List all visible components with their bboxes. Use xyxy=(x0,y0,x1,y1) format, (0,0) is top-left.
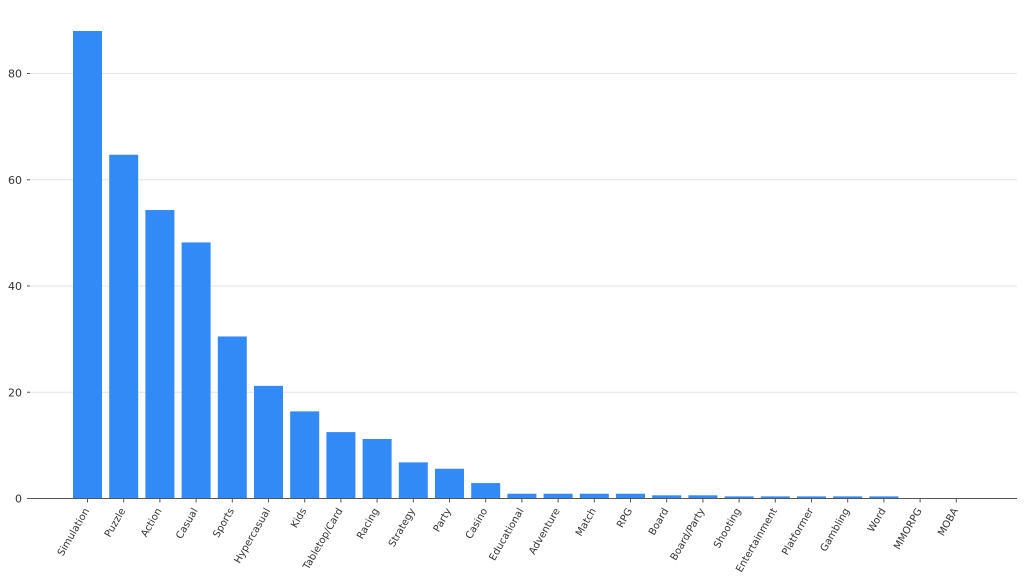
x-tick-label: Gambling xyxy=(819,507,853,554)
x-tick-label: Casual xyxy=(174,507,200,542)
x-tick-label: MOBA xyxy=(936,506,961,538)
axes xyxy=(27,73,1017,503)
x-tick-label: MMORPG xyxy=(892,507,924,552)
x-tick-labels: Simulation Puzzle Action Casual SportsHyperc… xyxy=(56,506,961,575)
bar-simulation xyxy=(73,31,102,499)
bar-educational xyxy=(507,493,537,499)
x-tick-label: Hypercasual xyxy=(233,507,273,566)
x-tick-label: Racing xyxy=(355,507,381,542)
x-tick-label: Word xyxy=(866,507,888,535)
y-tick-labels: 0 20 40 60 80 xyxy=(8,68,22,506)
x-tick-label: Match xyxy=(574,507,599,539)
bar-rpg xyxy=(616,493,645,499)
x-tick-label: Entertainment xyxy=(734,506,780,574)
x-tick-label: Platformer xyxy=(780,506,816,558)
y-tick-label: 80 xyxy=(8,68,22,81)
bar-casino xyxy=(471,483,501,499)
bar-shooting xyxy=(724,496,754,499)
bar-sports xyxy=(217,336,247,499)
bar-board xyxy=(652,495,682,499)
bar-adventure xyxy=(543,493,573,499)
y-tick-label: 60 xyxy=(8,174,22,187)
gridlines xyxy=(30,73,1017,393)
x-tick-label: Casino xyxy=(464,507,490,542)
x-tick-label: Sports xyxy=(211,507,237,540)
x-tick-label: Adventure xyxy=(527,507,562,557)
bar-gambling xyxy=(833,496,863,499)
bar-action xyxy=(145,210,175,499)
y-tick-label: 40 xyxy=(8,280,22,293)
x-tick-label: Action xyxy=(139,507,164,540)
bar-board-party xyxy=(688,495,718,499)
x-tick-label: Board xyxy=(647,507,671,538)
x-tick-label: Educational xyxy=(488,507,527,563)
bar-kids xyxy=(290,411,320,499)
x-tick-label: Puzzle xyxy=(103,507,128,540)
bar-party xyxy=(435,468,464,499)
x-tick-label: Shooting xyxy=(712,507,744,551)
x-tick-label: Strategy xyxy=(387,506,418,549)
bars xyxy=(73,31,899,499)
x-tick-label: Tabletop/Card xyxy=(301,507,346,573)
bar-puzzle xyxy=(109,154,139,499)
bar-casual xyxy=(181,242,211,499)
bar-match xyxy=(579,493,609,499)
x-tick-label: RPG xyxy=(615,507,635,530)
bar-entertainment xyxy=(760,496,790,499)
bar-hypercasual xyxy=(254,385,283,499)
x-tick-label: Board/Party xyxy=(669,506,708,562)
x-tick-label: Simulation xyxy=(56,507,92,559)
x-tick-label: Kids xyxy=(289,507,309,531)
bar-platformer xyxy=(797,496,826,499)
bar-tabletop-card xyxy=(326,432,356,499)
bar-word xyxy=(869,496,899,499)
y-tick-label: 20 xyxy=(8,386,22,399)
y-tick-label: 0 xyxy=(15,493,22,506)
x-tick-label: Party xyxy=(432,506,454,534)
bar-strategy xyxy=(398,462,428,499)
bar-racing xyxy=(362,439,392,499)
